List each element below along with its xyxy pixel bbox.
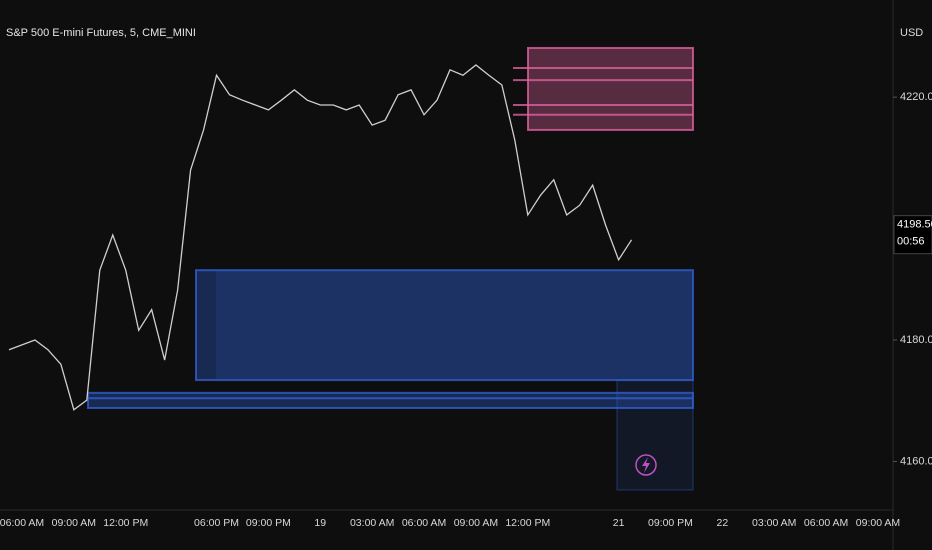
zone <box>616 379 694 491</box>
zone-inner <box>216 270 693 381</box>
zone <box>87 391 694 410</box>
x-tick-label: 12:00 PM <box>505 517 550 529</box>
x-tick-label: 06:00 AM <box>402 517 446 529</box>
x-tick-label: 09:00 PM <box>246 517 291 529</box>
last-price-tag <box>893 215 932 255</box>
y-tick-label: 4220.00 <box>900 91 932 103</box>
x-tick-label: 06:00 AM <box>0 517 44 529</box>
y-tick-label: 4180.00 <box>900 334 932 346</box>
currency: USD <box>900 27 923 39</box>
x-tick-label: 03:00 AM <box>350 517 394 529</box>
x-tick-label: 09:00 AM <box>52 517 96 529</box>
y-tick-label: 4160.00 <box>900 455 932 467</box>
zone <box>195 269 694 382</box>
x-tick-label: 09:00 AM <box>454 517 498 529</box>
zone <box>527 46 694 131</box>
price-line <box>8 64 633 411</box>
alert-icon <box>635 454 657 476</box>
x-tick-label: 19 <box>314 517 326 529</box>
x-tick-label: 22 <box>717 517 729 529</box>
x-tick-label: 12:00 PM <box>103 517 148 529</box>
x-tick-label: 09:00 AM <box>856 517 900 529</box>
countdown: 00:56 <box>897 236 925 248</box>
x-tick-label: 09:00 PM <box>648 517 693 529</box>
last-price-label: 4198.50 <box>897 219 932 231</box>
x-tick-label: 06:00 AM <box>804 517 848 529</box>
x-tick-label: 03:00 AM <box>752 517 796 529</box>
x-tick-label: 06:00 PM <box>194 517 239 529</box>
chart-title: S&P 500 E-mini Futures, 5, CME_MINI <box>6 27 196 39</box>
x-tick-label: 21 <box>613 517 625 529</box>
